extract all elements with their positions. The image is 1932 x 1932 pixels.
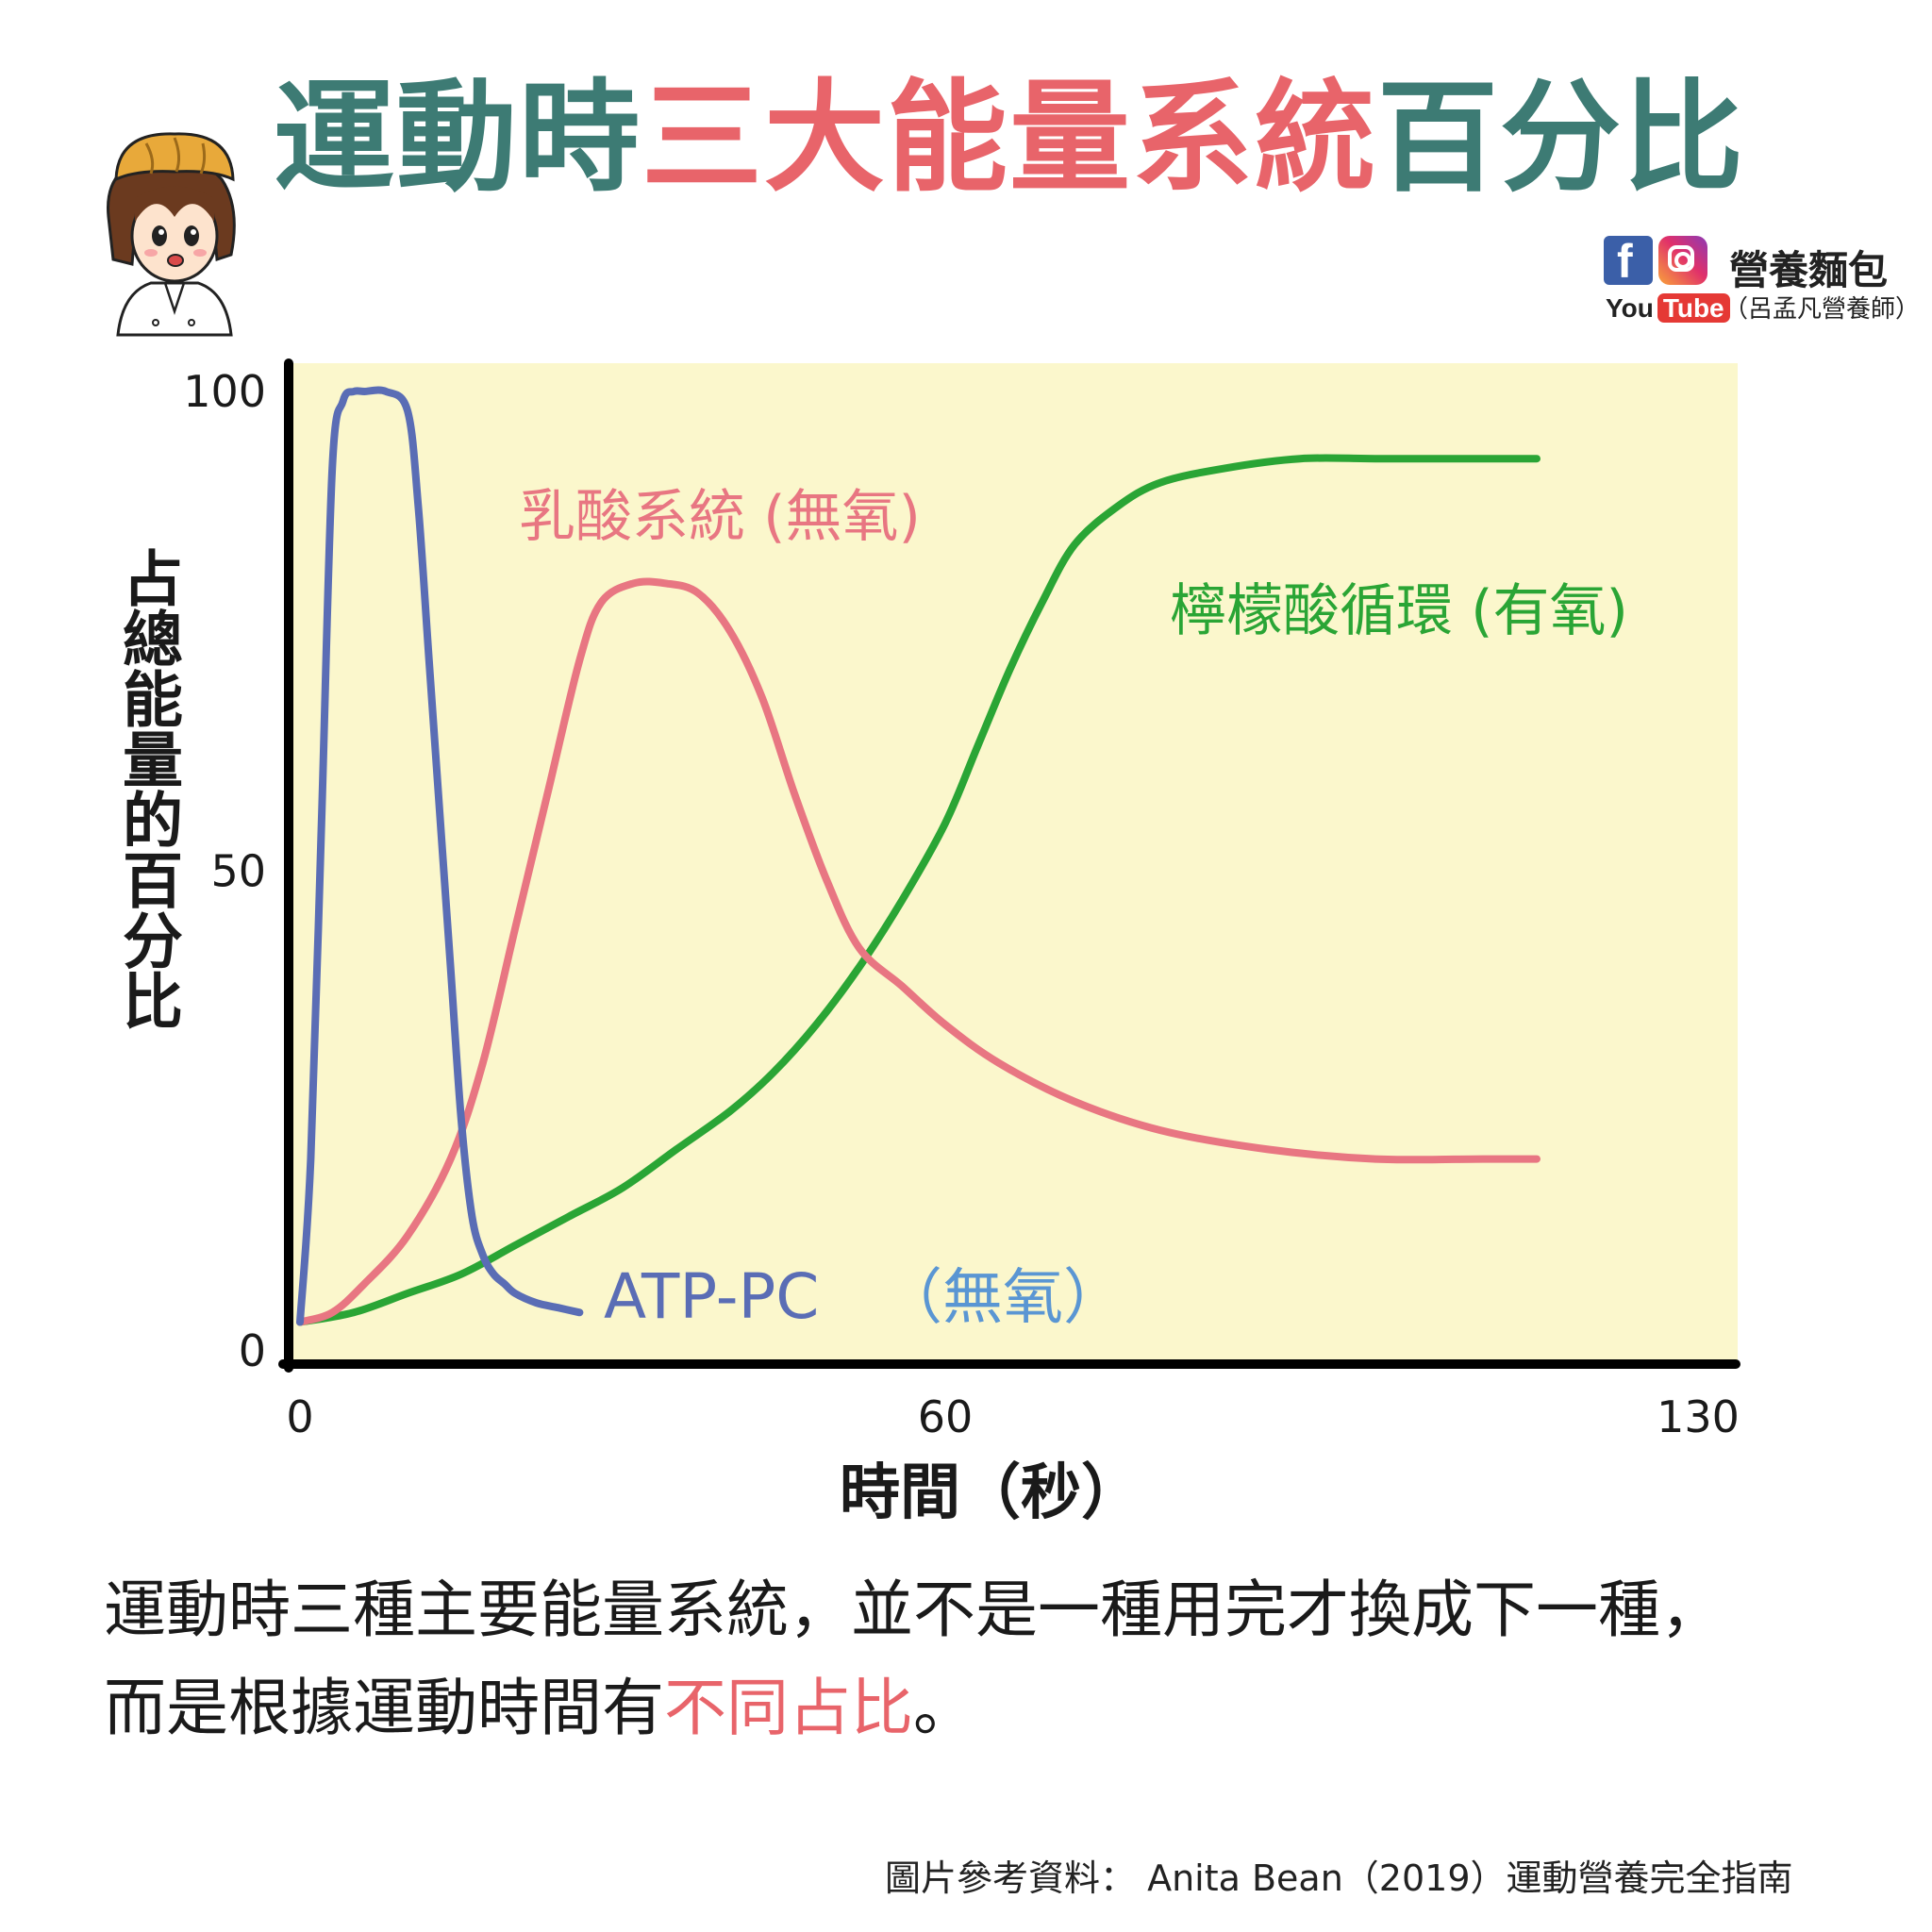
description-line-1: 運動時三種主要能量系統，並不是一種用完才換成下一種， <box>104 1574 1723 1646</box>
description-line-2: 而是根據運動時間有不同占比。 <box>104 1659 1723 1757</box>
nutritionist-mascot-illustration <box>107 132 236 337</box>
citric-acid-series-label: 檸檬酸循環 (有氧) <box>1170 578 1628 644</box>
plot-area-background <box>285 363 1738 1363</box>
brand-name: 營養麵包 <box>1729 247 1889 293</box>
instagram-icon <box>1658 236 1707 285</box>
series-layer <box>296 386 1541 1326</box>
atp-pc-line <box>296 386 584 1326</box>
ticks-layer: 0 50 100 0 60 130 <box>183 366 1740 1442</box>
atp-pc-series-label-suffix: （無氧） <box>882 1263 1124 1333</box>
brand-block: f 營養麵包 You Tube （呂孟凡營養師） <box>1604 231 1920 335</box>
title-part2: 三大能量系統 <box>641 68 1378 208</box>
lactic-acid-line <box>296 577 1541 1326</box>
facebook-icon: f <box>1604 235 1653 288</box>
citric-acid-cycle-line <box>296 454 1541 1326</box>
title-part3: 百分比 <box>1377 68 1746 208</box>
title-part1: 運動時 <box>274 68 642 208</box>
y-tick-label-0: 0 <box>239 1325 266 1376</box>
x-tick-label-130: 130 <box>1657 1391 1740 1442</box>
youtube-logo: You Tube <box>1606 293 1730 324</box>
x-axis-label: 時間（秒） <box>840 1458 1141 1528</box>
source-citation: 圖片參考資料： Anita Bean（2019）運動營養完全指南 <box>885 1857 1793 1899</box>
y-tick-label-50: 50 <box>210 846 266 897</box>
y-tick-label-100: 100 <box>183 366 266 417</box>
brand-subtitle: （呂孟凡營養師） <box>1724 295 1921 324</box>
description-line-2-a: 而是根據運動時間有 <box>104 1672 664 1744</box>
x-tick-label-0: 0 <box>286 1391 313 1442</box>
atp-pc-series-label: ATP-PC <box>604 1260 819 1333</box>
labels-layer: 時間（秒） 乳酸系統 (無氧) 檸檬酸循環 (有氧) ATP-PC （無氧） <box>519 484 1628 1528</box>
description-line-2-c: 。 <box>913 1672 975 1744</box>
x-tick-label-60: 60 <box>918 1391 974 1442</box>
description-highlight: 不同占比 <box>664 1672 913 1744</box>
description: 運動時三種主要能量系統，並不是一種用完才換成下一種， 而是根據運動時間有不同占比… <box>104 1561 1723 1757</box>
y-axis-label: 占總能量的百分比 <box>112 547 182 1030</box>
page-title: 運動時三大能量系統百分比 <box>274 66 1745 211</box>
lactic-acid-series-label: 乳酸系統 (無氧) <box>519 484 921 550</box>
